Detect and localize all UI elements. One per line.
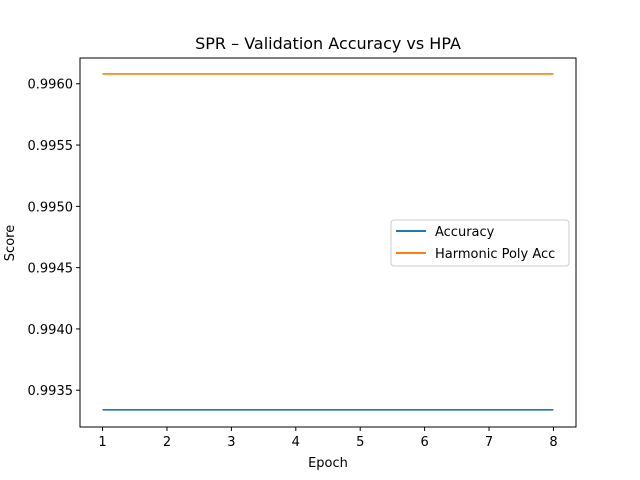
legend-frame: [390, 219, 570, 267]
y-tick-label: 0.9960: [28, 78, 74, 93]
legend-label-harmonic-poly-acc: Harmonic Poly Acc: [435, 247, 555, 262]
y-axis-ticks: 0.9935 0.9940 0.9945 0.9950 0.9955 0.9960: [28, 78, 80, 399]
legend: Accuracy Harmonic Poly Acc: [390, 219, 570, 267]
x-tick-label: 2: [163, 435, 171, 450]
series-layer: [102, 73, 554, 411]
x-tick-label: 6: [420, 435, 428, 450]
x-axis-ticks: 1 2 3 4 5 6 7 8: [98, 427, 558, 450]
y-tick-label: 0.9940: [28, 323, 74, 338]
y-tick-label: 0.9955: [28, 139, 74, 154]
y-tick-label: 0.9935: [28, 384, 74, 399]
y-axis-label: Score: [3, 225, 18, 261]
legend-label-accuracy: Accuracy: [435, 225, 495, 240]
y-tick-label: 0.9950: [28, 200, 74, 215]
chart-title: SPR – Validation Accuracy vs HPA: [195, 34, 461, 53]
x-axis-label: Epoch: [308, 456, 348, 471]
x-tick-label: 5: [356, 435, 364, 450]
x-tick-label: 8: [549, 435, 557, 450]
x-tick-label: 4: [292, 435, 300, 450]
y-tick-label: 0.9945: [28, 262, 74, 277]
x-tick-label: 7: [485, 435, 493, 450]
x-tick-label: 1: [98, 435, 106, 450]
plot-frame: [79, 57, 577, 428]
x-tick-label: 3: [227, 435, 235, 450]
